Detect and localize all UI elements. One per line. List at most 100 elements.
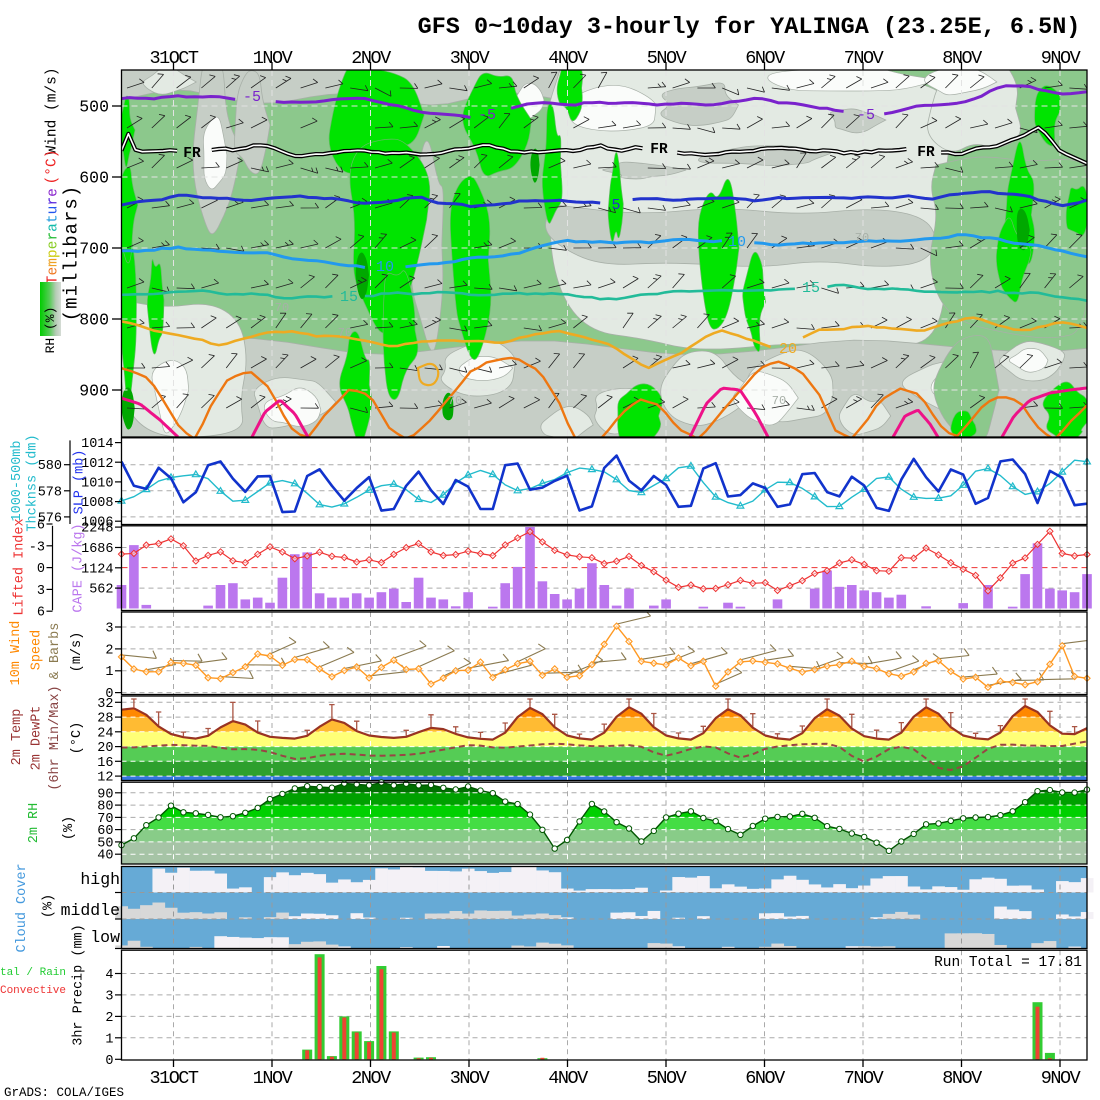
svg-text:3NOV: 3NOV: [450, 48, 490, 69]
svg-text:2: 2: [105, 1011, 113, 1026]
svg-text:1010: 1010: [81, 476, 113, 491]
svg-text:8NOV: 8NOV: [942, 1068, 982, 1089]
svg-text:50: 50: [97, 836, 113, 851]
svg-text:80: 80: [97, 800, 113, 815]
svg-text:(%): (%): [42, 894, 57, 918]
svg-text:high: high: [80, 870, 120, 889]
svg-text:5: 5: [611, 197, 620, 214]
svg-text:& Barbs: & Barbs: [48, 623, 63, 680]
svg-text:10: 10: [728, 234, 746, 251]
svg-text:Convective: Convective: [0, 985, 66, 997]
svg-text:Lifted Index: Lifted Index: [13, 518, 28, 615]
svg-text:562: 562: [89, 583, 113, 598]
svg-text:FR: FR: [650, 142, 668, 158]
svg-text:10m Wind: 10m Wind: [9, 621, 24, 686]
svg-text:2NOV: 2NOV: [351, 48, 391, 69]
svg-text:Speed: Speed: [30, 630, 45, 671]
svg-text:1012: 1012: [81, 457, 113, 472]
svg-text:1: 1: [105, 1032, 113, 1047]
svg-text:5NOV: 5NOV: [647, 48, 687, 69]
svg-text:-5: -5: [478, 107, 496, 124]
svg-text:6NOV: 6NOV: [745, 1068, 785, 1089]
svg-text:3: 3: [105, 622, 113, 637]
svg-text:4: 4: [105, 968, 113, 983]
svg-text:40: 40: [97, 849, 113, 864]
svg-text:700: 700: [79, 240, 109, 259]
svg-text:6NOV: 6NOV: [745, 48, 785, 69]
svg-text:15: 15: [802, 280, 820, 297]
svg-text:60: 60: [97, 824, 113, 839]
svg-text:0: 0: [105, 687, 113, 702]
svg-text:-3: -3: [29, 540, 45, 555]
svg-text:1006: 1006: [81, 516, 113, 531]
svg-text:7NOV: 7NOV: [844, 48, 884, 69]
svg-text:Wind (m/s): Wind (m/s): [44, 67, 60, 154]
svg-text:e: e: [45, 188, 61, 197]
svg-text:FR: FR: [183, 146, 201, 162]
svg-text:3hr Precip (mm): 3hr Precip (mm): [72, 924, 87, 1046]
svg-text:SLP (mb): SLP (mb): [73, 450, 88, 515]
svg-text:4NOV: 4NOV: [548, 1068, 588, 1089]
svg-text:16: 16: [97, 756, 113, 771]
svg-text:1686: 1686: [81, 542, 113, 557]
svg-text:-5: -5: [857, 107, 875, 124]
svg-text:RH (%): RH (%): [43, 307, 58, 354]
svg-text:800: 800: [79, 311, 109, 330]
svg-text:(°C): (°C): [70, 722, 85, 754]
svg-text:-5: -5: [243, 89, 261, 106]
svg-text:1: 1: [105, 665, 113, 680]
svg-text:90: 90: [97, 787, 113, 802]
svg-text:r: r: [45, 197, 61, 206]
svg-text:576: 576: [38, 511, 62, 526]
svg-text:8NOV: 8NOV: [942, 48, 982, 69]
svg-text:2m Temp: 2m Temp: [10, 709, 25, 766]
svg-text:2: 2: [105, 643, 113, 658]
svg-text:6: 6: [37, 606, 45, 621]
svg-text:500: 500: [79, 98, 109, 117]
svg-text:(m/s): (m/s): [70, 632, 85, 673]
svg-text:20: 20: [97, 741, 113, 756]
svg-text:2NOV: 2NOV: [351, 1068, 391, 1089]
svg-text:T: T: [45, 275, 61, 284]
svg-text:e: e: [45, 241, 61, 250]
svg-text:70: 70: [772, 394, 786, 408]
svg-text:600: 600: [79, 169, 109, 188]
svg-text:(°C): (°C): [44, 150, 60, 185]
svg-text:middle: middle: [61, 901, 120, 920]
svg-text:2m DewPt: 2m DewPt: [30, 706, 45, 771]
svg-text:1008: 1008: [81, 496, 113, 511]
svg-text:Thcknss (dm): Thcknss (dm): [26, 434, 41, 531]
svg-text:15: 15: [340, 289, 358, 306]
svg-text:a: a: [45, 223, 61, 232]
svg-text:10: 10: [376, 259, 394, 276]
svg-text:70: 70: [855, 231, 869, 245]
svg-text:(%): (%): [62, 816, 77, 840]
svg-text:31OCT: 31OCT: [149, 48, 198, 69]
svg-text:(6hr Min/Max): (6hr Min/Max): [48, 685, 63, 790]
svg-text:1NOV: 1NOV: [253, 1068, 293, 1089]
svg-text:e: e: [45, 267, 61, 276]
svg-text:GrADS: COLA/IGES: GrADS: COLA/IGES: [4, 1086, 124, 1100]
svg-text:20: 20: [779, 341, 797, 358]
svg-text:4NOV: 4NOV: [548, 48, 588, 69]
svg-text:24: 24: [97, 726, 113, 741]
svg-text:28: 28: [97, 712, 113, 727]
svg-text:FR: FR: [917, 145, 935, 161]
svg-text:5NOV: 5NOV: [647, 1068, 687, 1089]
svg-text:70: 70: [97, 812, 113, 827]
svg-text:70: 70: [448, 394, 462, 408]
svg-text:7NOV: 7NOV: [844, 1068, 884, 1089]
svg-text:0: 0: [105, 1054, 113, 1069]
svg-text:Run Total = 17.81: Run Total = 17.81: [934, 955, 1082, 971]
svg-text:low: low: [90, 928, 120, 947]
svg-text:6: 6: [37, 519, 45, 534]
svg-text:u: u: [45, 206, 61, 215]
svg-text:1014: 1014: [81, 437, 113, 452]
svg-text:900: 900: [79, 382, 109, 401]
svg-text:1NOV: 1NOV: [253, 48, 293, 69]
svg-text:(millibars): (millibars): [61, 185, 83, 321]
svg-text:Cloud Cover: Cloud Cover: [15, 863, 30, 952]
svg-text:1124: 1124: [81, 562, 113, 577]
svg-text:t: t: [45, 214, 61, 223]
svg-text:2m RH: 2m RH: [27, 803, 42, 844]
